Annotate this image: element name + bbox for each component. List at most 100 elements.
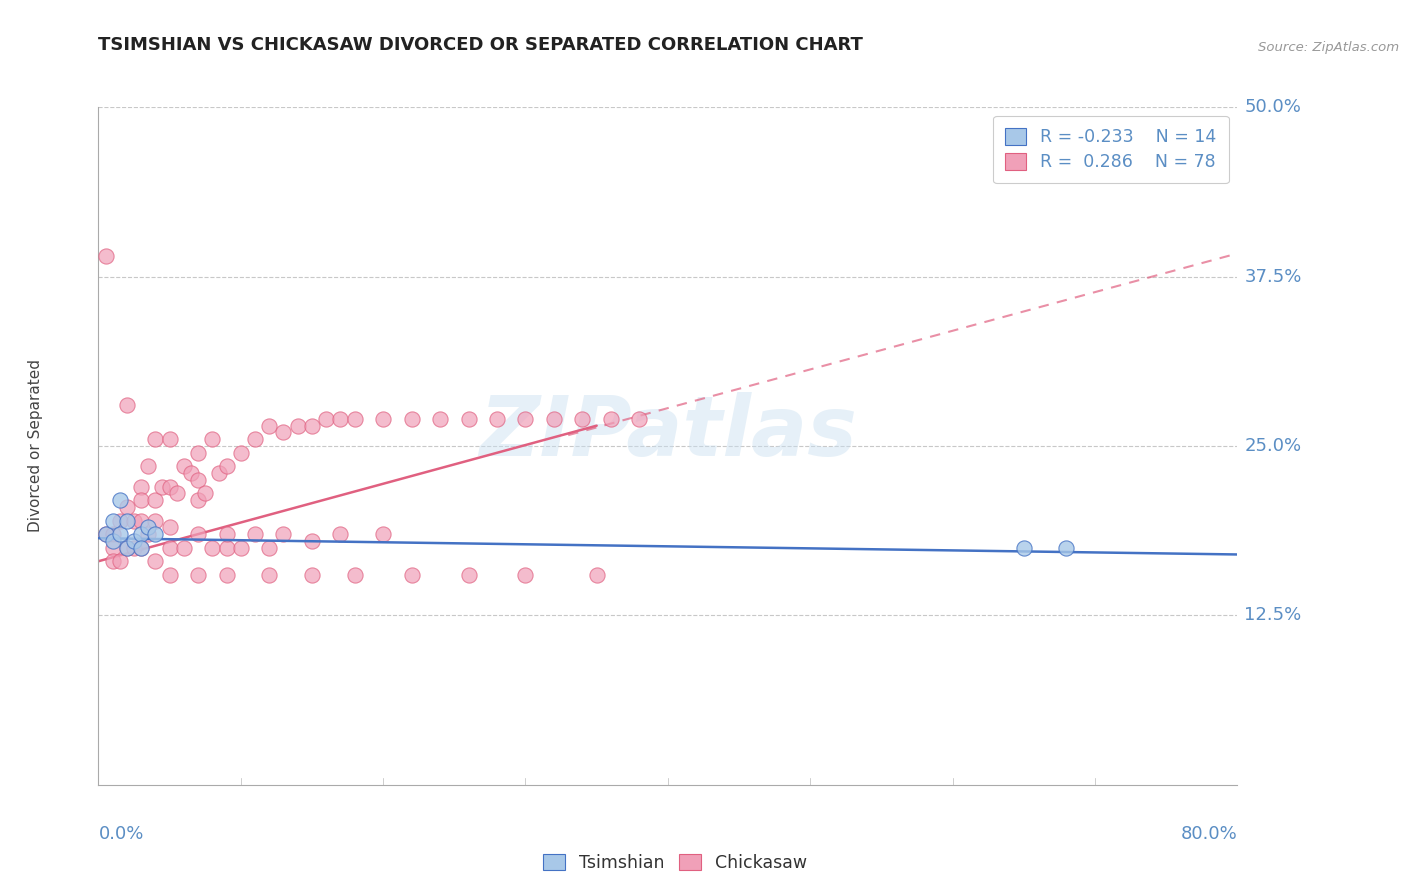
Point (108, 554, 131, 568)
Point (571, 412, 593, 426)
Point (129, 541, 152, 555)
Point (129, 527, 152, 541)
Point (628, 412, 651, 426)
Point (94, 527, 117, 541)
Point (301, 533, 323, 548)
Point (343, 567, 366, 582)
Point (343, 412, 366, 426)
Point (145, 432, 167, 446)
Point (159, 480, 181, 494)
Point (108, 493, 131, 508)
Point (129, 480, 152, 494)
Point (122, 541, 145, 555)
Point (101, 514, 124, 528)
Point (215, 541, 238, 555)
Text: 25.0%: 25.0% (1244, 437, 1302, 455)
Point (229, 541, 252, 555)
Point (401, 567, 423, 582)
Point (115, 514, 138, 528)
Point (486, 412, 509, 426)
Point (180, 466, 202, 480)
Point (201, 432, 224, 446)
Point (585, 567, 607, 582)
Point (115, 398, 138, 412)
Point (301, 567, 323, 582)
Point (101, 554, 124, 568)
Point (108, 514, 131, 528)
Point (329, 527, 352, 541)
Point (215, 527, 238, 541)
Point (259, 567, 281, 582)
Point (115, 541, 138, 555)
Point (187, 527, 209, 541)
Text: Source: ZipAtlas.com: Source: ZipAtlas.com (1258, 40, 1399, 54)
Point (173, 541, 195, 555)
Point (287, 418, 309, 433)
Point (215, 459, 238, 474)
Point (194, 486, 217, 500)
Point (243, 527, 266, 541)
Point (94, 249, 117, 263)
Point (1012, 541, 1035, 555)
Point (515, 567, 537, 582)
Point (187, 493, 209, 508)
Point (187, 446, 209, 460)
Point (429, 412, 451, 426)
Point (515, 412, 537, 426)
Point (600, 412, 623, 426)
Point (159, 567, 181, 582)
Text: 50.0%: 50.0% (1244, 98, 1301, 116)
Point (145, 493, 167, 508)
Text: TSIMSHIAN VS CHICKASAW DIVORCED OR SEPARATED CORRELATION CHART: TSIMSHIAN VS CHICKASAW DIVORCED OR SEPAR… (98, 36, 863, 54)
Point (101, 533, 124, 548)
Point (259, 418, 281, 433)
Point (187, 473, 209, 487)
Point (273, 527, 295, 541)
Point (129, 514, 152, 528)
Point (401, 412, 423, 426)
Point (136, 459, 159, 474)
Point (136, 527, 159, 541)
Point (129, 493, 152, 508)
Point (273, 425, 295, 440)
Point (159, 541, 181, 555)
Point (215, 567, 238, 582)
Point (145, 554, 167, 568)
Point (145, 527, 167, 541)
Point (543, 412, 565, 426)
Point (187, 567, 209, 582)
Point (1056, 541, 1078, 555)
Point (457, 567, 479, 582)
Point (101, 527, 124, 541)
Point (259, 541, 281, 555)
Point (208, 466, 231, 480)
Text: Divorced or Separated: Divorced or Separated (28, 359, 44, 533)
Point (373, 412, 395, 426)
Point (201, 541, 224, 555)
Point (152, 480, 174, 494)
Point (457, 412, 479, 426)
Point (129, 541, 152, 555)
Text: ZIPatlas: ZIPatlas (479, 392, 856, 473)
Text: 12.5%: 12.5% (1244, 607, 1302, 624)
Point (159, 520, 181, 534)
Point (329, 412, 352, 426)
Legend: Tsimshian, Chickasaw: Tsimshian, Chickasaw (536, 847, 814, 879)
Point (101, 541, 124, 555)
Text: 37.5%: 37.5% (1244, 268, 1302, 285)
Point (173, 459, 195, 474)
Point (122, 533, 145, 548)
Point (94, 527, 117, 541)
Point (166, 486, 188, 500)
Point (136, 520, 159, 534)
Point (115, 500, 138, 514)
Point (229, 446, 252, 460)
Point (115, 541, 138, 555)
Point (145, 514, 167, 528)
Point (315, 412, 337, 426)
Point (122, 514, 145, 528)
Point (159, 432, 181, 446)
Point (108, 527, 131, 541)
Point (301, 418, 323, 433)
Text: 0.0%: 0.0% (98, 825, 143, 843)
